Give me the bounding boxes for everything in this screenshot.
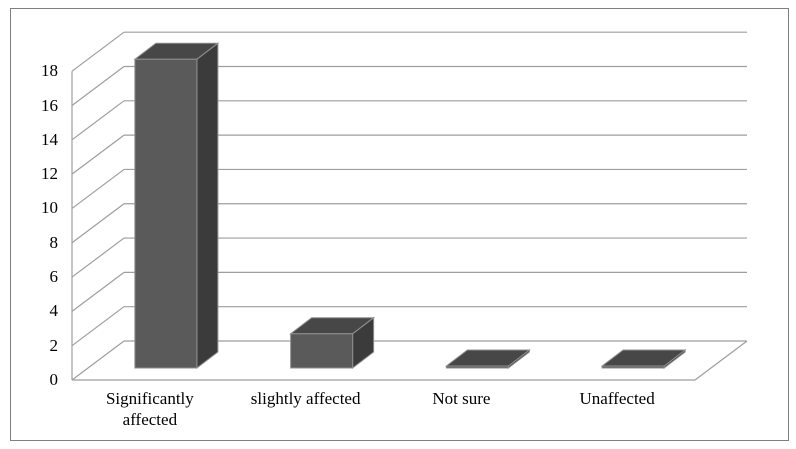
bar-front-face-not-sure [445, 365, 509, 369]
bar-front-face-significantly-affected [134, 58, 198, 369]
chart-border [10, 8, 789, 441]
bar-top-face-unaffected [600, 349, 687, 367]
x-axis-category-label-not-sure: Not sure [432, 389, 491, 408]
side-wall-gridline-14 [71, 100, 125, 141]
bar-front-face-slightly-affected [290, 333, 354, 369]
y-axis-tick-label-6: 6 [49, 267, 59, 287]
bar-side-face-significantly-affected [196, 42, 219, 370]
y-axis-tick-label-14: 14 [41, 129, 58, 149]
side-wall-gridline-0 [71, 340, 125, 381]
side-wall-gridline-8 [71, 203, 125, 244]
side-wall-gridline-10 [71, 168, 125, 209]
y-axis-tick-label-2: 2 [49, 335, 59, 355]
side-wall-gridline-18 [71, 31, 125, 72]
y-axis-tick-label-16: 16 [41, 95, 58, 115]
y-axis-tick-label-18: 18 [41, 61, 58, 81]
side-wall-gridline-2 [71, 306, 125, 347]
floor-right-edge [694, 340, 748, 381]
side-wall-gridline-6 [71, 237, 125, 278]
x-axis-category-label-unaffected: Unaffected [579, 389, 655, 408]
y-axis-tick-label-0: 0 [49, 370, 59, 389]
y-axis-tick-label-8: 8 [49, 232, 59, 252]
bar-top-face-not-sure [444, 349, 531, 367]
side-wall-gridline-12 [71, 134, 125, 175]
x-axis-category-label-slightly-affected: slightly affected [250, 389, 361, 408]
y-axis-tick-label-4: 4 [49, 301, 59, 321]
y-axis-tick-label-10: 10 [41, 198, 58, 218]
side-wall-gridline-16 [71, 66, 125, 106]
y-axis-tick-label-12: 12 [41, 164, 58, 184]
x-axis-category-label-significantly-affected: Significantly affected [105, 389, 194, 429]
side-wall-gridline-4 [71, 271, 125, 312]
bar-front-face-unaffected [601, 365, 665, 369]
